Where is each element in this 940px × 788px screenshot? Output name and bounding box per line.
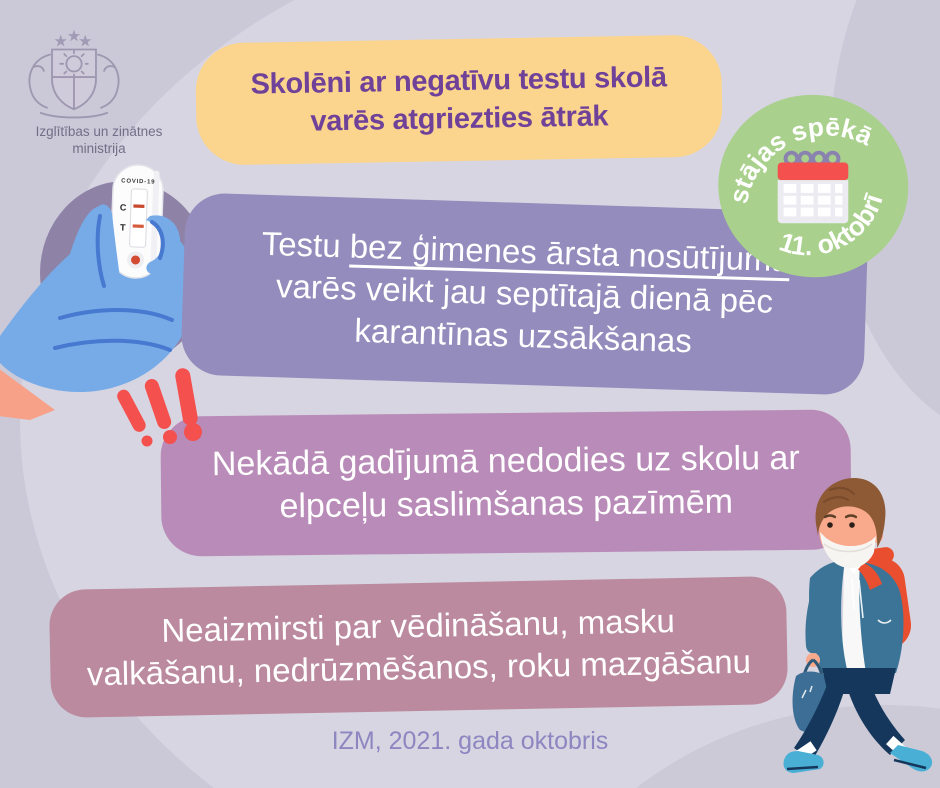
test-line	[132, 224, 144, 228]
footer-credit: IZM, 2021. gada oktobris	[331, 727, 609, 755]
banner-warning-line2: elpceļu saslimšanas pazīmēm	[279, 482, 734, 526]
calendar-icon	[777, 150, 849, 224]
banner-reminder: Neaizmirsti par vēdināšanu, masku valkāš…	[48, 575, 789, 719]
control-line-label: C	[120, 202, 127, 212]
test-line-label: T	[120, 222, 126, 232]
covid-test-illustration: COVID-19 C T	[0, 164, 210, 420]
title-line2: varēs atgriezties ātrāk	[310, 100, 609, 138]
effective-date-badge: stājas spēkā 11. oktobrī	[714, 90, 909, 280]
title-banner: Skolēni ar negatīvu testu skolā varēs at…	[194, 34, 724, 166]
banner-text-prefix: Testu	[261, 224, 351, 265]
sample-well	[131, 255, 141, 265]
legs	[794, 668, 905, 761]
head	[815, 478, 886, 569]
glove-creases	[53, 214, 174, 352]
ministry-name-line2: ministrija	[72, 140, 126, 156]
control-line	[133, 204, 145, 208]
ministry-name-line1: Izglītības un zinātnes	[35, 124, 163, 139]
banner-warning: Nekādā gadījumā nedodies uz skolu ar elp…	[160, 409, 852, 557]
test-label: COVID-19	[121, 178, 155, 185]
schoolboy-illustration	[783, 478, 933, 773]
face-mask	[820, 532, 876, 569]
exclamation-icon	[117, 368, 202, 447]
arm	[0, 369, 55, 420]
banner-warning-line1: Nekādā gadījumā nedodies uz skolu ar	[211, 438, 800, 484]
hair	[815, 478, 886, 548]
coat-of-arms-icon	[28, 29, 120, 119]
ministry-name: Izglītības un zinātnes ministrija	[18, 124, 180, 158]
test-cassette: COVID-19 C T	[110, 164, 164, 279]
shoes	[783, 745, 933, 773]
ministry-logo: Izglītības un zinātnes ministrija	[18, 26, 180, 158]
